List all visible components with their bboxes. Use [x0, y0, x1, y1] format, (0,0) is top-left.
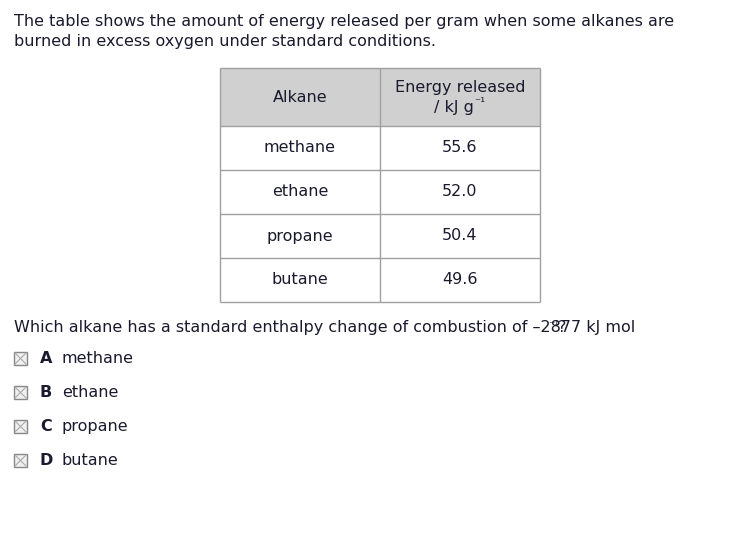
Text: ⁻¹: ⁻¹ — [548, 319, 559, 332]
Bar — [14, 386, 27, 399]
Bar — [220, 68, 540, 126]
Text: 55.6: 55.6 — [442, 141, 478, 155]
Text: propane: propane — [62, 419, 129, 434]
Text: Alkane: Alkane — [273, 89, 327, 105]
Text: Which alkane has a standard enthalpy change of combustion of –2877 kJ mol: Which alkane has a standard enthalpy cha… — [14, 320, 635, 335]
Text: A: A — [40, 351, 52, 366]
Text: B: B — [40, 385, 52, 400]
Text: C: C — [40, 419, 52, 434]
Text: 52.0: 52.0 — [442, 185, 478, 199]
Text: ethane: ethane — [272, 185, 328, 199]
Text: 49.6: 49.6 — [442, 272, 478, 288]
Text: 50.4: 50.4 — [442, 228, 478, 244]
Text: ⁻¹: ⁻¹ — [475, 96, 486, 109]
Text: ?: ? — [558, 320, 566, 335]
Text: burned in excess oxygen under standard conditions.: burned in excess oxygen under standard c… — [14, 34, 436, 49]
Text: propane: propane — [267, 228, 333, 244]
Bar — [14, 352, 27, 365]
Text: methane: methane — [264, 141, 336, 155]
Bar — [220, 126, 540, 170]
Bar — [14, 420, 27, 433]
Text: Energy released: Energy released — [395, 80, 525, 95]
Bar — [220, 258, 540, 302]
Text: butane: butane — [272, 272, 329, 288]
Text: butane: butane — [62, 453, 119, 468]
Bar — [14, 454, 27, 467]
Text: / kJ g: / kJ g — [434, 100, 474, 115]
Bar — [220, 214, 540, 258]
Text: ethane: ethane — [62, 385, 119, 400]
Text: methane: methane — [62, 351, 134, 366]
Text: The table shows the amount of energy released per gram when some alkanes are: The table shows the amount of energy rel… — [14, 14, 674, 29]
Bar — [220, 170, 540, 214]
Text: D: D — [40, 453, 53, 468]
